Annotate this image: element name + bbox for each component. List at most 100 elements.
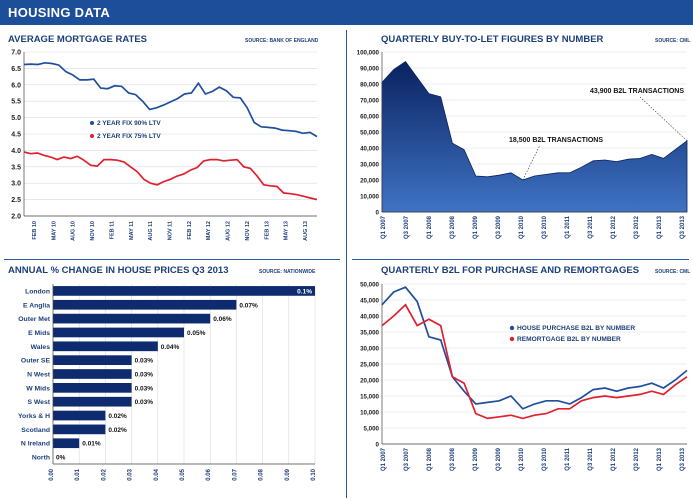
purchase-y-tick: 30,000 (360, 345, 379, 352)
purchase-series-house (381, 286, 688, 410)
btl-x-tick: Q1 2012 (611, 215, 617, 239)
btl-x-tick: Q3 2008 (450, 215, 456, 239)
mortgage-x-tick: FEB 12 (187, 221, 193, 240)
purchase-x-tick: Q3 2013 (680, 447, 686, 471)
mortgage-series-90ltv (23, 61, 318, 138)
btl-x-tick: Q1 2011 (565, 215, 571, 238)
btl-annotation-leader (522, 144, 541, 181)
prices-x-tick: 0.10 (311, 468, 317, 480)
mortgage-y-tick: 5.0 (11, 115, 21, 122)
btl-x-tick: Q1 2007 (381, 215, 387, 239)
prices-x-tick: 0.00 (49, 468, 55, 480)
prices-category-label: S West (27, 399, 50, 406)
mortgage-y-tick: 7.0 (11, 50, 21, 57)
btl-x-tick: Q1 2013 (657, 215, 663, 239)
prices-category-label: Yorks & H (18, 413, 50, 420)
purchase-x-tick: Q1 2013 (657, 447, 663, 471)
btl-x-tick: Q1 2010 (519, 215, 525, 239)
mortgage-legend-marker (90, 121, 94, 125)
btl-x-tick: Q3 2007 (404, 215, 410, 239)
prices-x-tick: 0.05 (180, 468, 186, 480)
prices-x-tick: 0.04 (154, 468, 160, 480)
purchase-x-tick: Q3 2011 (588, 447, 594, 470)
prices-category-label: E Mids (28, 330, 50, 337)
prices-data-label: 0.05% (187, 330, 206, 337)
mortgage-y-tick: 6.5 (11, 66, 21, 73)
prices-data-label: 0.06% (213, 316, 232, 323)
prices-bar (53, 341, 158, 352)
purchase-x-tick: Q1 2008 (427, 447, 433, 471)
btl-y-tick: 20,000 (360, 177, 379, 184)
btl-y-tick: 50,000 (360, 129, 379, 136)
prices-data-label: 0.03% (135, 399, 154, 406)
prices-category-label: London (25, 288, 50, 295)
purchase-x-tick: Q1 2010 (519, 447, 525, 471)
purchase-x-tick: Q3 2012 (634, 447, 640, 471)
btl-y-tick: 100,000 (357, 49, 380, 56)
prices-data-label: 0.01% (82, 441, 101, 448)
btl-y-tick: 30,000 (360, 161, 379, 168)
mortgage-x-tick: NOV 11 (168, 221, 174, 240)
purchase-y-tick: 20,000 (360, 377, 379, 384)
mortgage-x-tick: AUG 12 (226, 221, 232, 241)
btl-x-tick: Q3 2009 (496, 215, 502, 239)
prices-data-label: 0.03% (135, 372, 154, 379)
center-divider (346, 30, 347, 498)
prices-category-label: N West (27, 372, 51, 379)
mortgage-x-tick: FEB 13 (264, 221, 270, 240)
prices-category-label: Outer Met (18, 316, 50, 323)
purchase-y-tick: 5,000 (364, 425, 380, 432)
prices-category-label: Scotland (21, 427, 50, 434)
prices-category-label: Outer SE (21, 358, 51, 365)
prices-bar (53, 286, 315, 296)
purchase-x-tick: Q1 2007 (381, 447, 387, 471)
purchase-legend-label: HOUSE PURCHASE B2L BY NUMBER (517, 325, 635, 332)
mortgage-y-tick: 3.5 (11, 164, 21, 171)
purchase-x-tick: Q3 2009 (496, 447, 502, 471)
prices-data-label: 0.04% (161, 344, 180, 351)
prices-x-tick: 0.09 (285, 468, 291, 480)
purchase-y-tick: 35,000 (360, 329, 379, 336)
mortgage-x-tick: MAY 11 (129, 221, 135, 240)
btl-y-tick: 40,000 (360, 145, 379, 152)
purchase-y-tick: 25,000 (360, 361, 379, 368)
prices-category-label: N Ireland (21, 441, 50, 448)
prices-bar (53, 410, 106, 421)
middle-divider-right (352, 259, 689, 260)
btl-chart-source: SOURCE: CML (655, 38, 691, 44)
prices-data-label: 0.07% (239, 302, 258, 309)
btl-y-tick: 80,000 (360, 81, 379, 88)
prices-x-tick: 0.03 (128, 468, 134, 480)
mortgage-y-tick: 2.5 (11, 197, 21, 204)
prices-data-label: 0.02% (108, 427, 127, 434)
purchase-x-tick: Q1 2012 (611, 447, 617, 471)
prices-bar (53, 313, 211, 324)
prices-chart-title: ANNUAL % CHANGE IN HOUSE PRICES Q3 2013 (8, 265, 229, 276)
mortgage-y-tick: 4.5 (11, 132, 21, 139)
prices-x-tick: 0.06 (206, 468, 212, 480)
purchase-legend-label: REMORTGAGE B2L BY NUMBER (517, 336, 621, 343)
btl-x-tick: Q3 2012 (634, 215, 640, 239)
prices-bar (53, 299, 237, 310)
purchase-series-remortgage (381, 303, 688, 420)
mortgage-x-tick: NOV 12 (245, 221, 251, 241)
purchase-y-tick: 40,000 (360, 313, 379, 320)
mortgage-x-tick: AUG 11 (148, 221, 154, 241)
page-title: HOUSING DATA (0, 0, 693, 25)
prices-data-label: 0.1% (297, 288, 312, 295)
mortgage-x-tick: FEB 11 (109, 221, 115, 239)
purchase-legend-marker (509, 336, 515, 342)
purchase-x-tick: Q1 2009 (473, 447, 479, 471)
btl-chart-title: QUARTERLY BUY-TO-LET FIGURES BY NUMBER (381, 34, 604, 45)
btl-area (381, 61, 688, 213)
btl-annotation-peak: 43,900 B2L TRANSACTIONS (590, 88, 684, 95)
btl-y-tick: 10,000 (360, 193, 379, 200)
prices-category-label: E Anglia (23, 302, 50, 309)
purchase-legend-marker (509, 325, 515, 331)
prices-bar (53, 438, 80, 449)
prices-x-tick: 0.01 (75, 468, 81, 480)
mortgage-x-tick: MAY 10 (51, 221, 57, 240)
